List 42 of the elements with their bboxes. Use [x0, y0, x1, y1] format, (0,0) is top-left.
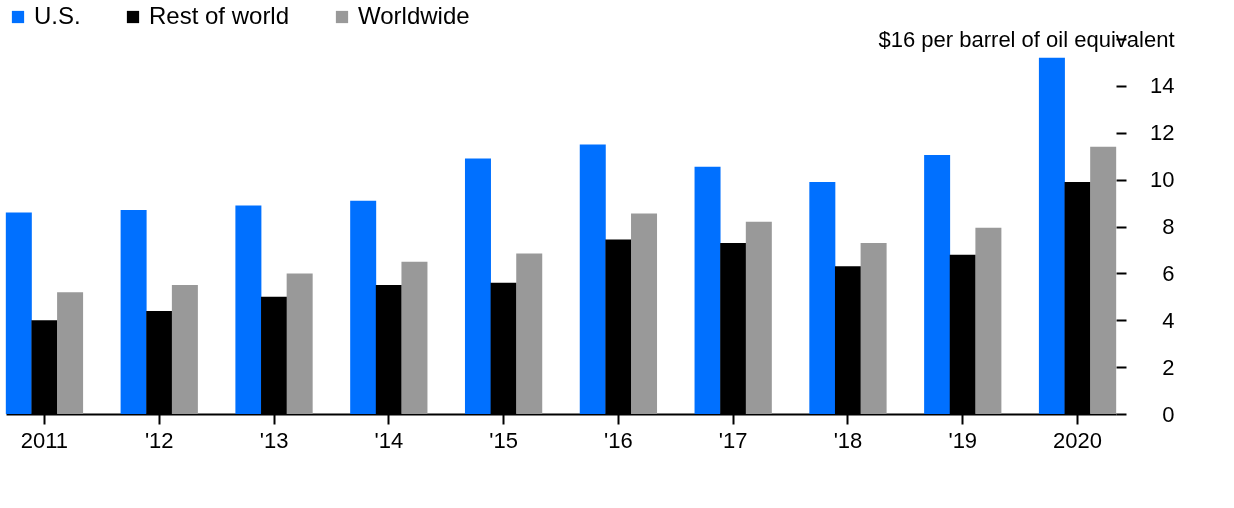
- legend-label: Worldwide: [358, 2, 470, 29]
- bar: [464, 158, 491, 414]
- legend-label: U.S.: [34, 2, 81, 29]
- x-tick-label: '18: [833, 427, 863, 453]
- bar: [286, 273, 313, 414]
- x-tick-label: '13: [259, 427, 289, 453]
- x-tick-label: '12: [144, 427, 174, 453]
- bar: [57, 292, 84, 414]
- y-tick-label: 14: [1150, 73, 1175, 99]
- x-tick-label: 2011: [20, 427, 69, 453]
- bar: [120, 210, 147, 414]
- y-tick-label: 8: [1162, 214, 1175, 239]
- bar: [975, 227, 1002, 414]
- bar: [809, 181, 836, 414]
- bar: [401, 261, 428, 414]
- y-tick-label: 12: [1150, 120, 1175, 146]
- bar: [516, 253, 543, 414]
- x-tick-label: '16: [604, 427, 633, 453]
- bar: [171, 285, 198, 414]
- bar: [745, 221, 772, 414]
- x-tick-label: '15: [489, 427, 518, 453]
- x-tick-label: '19: [948, 427, 978, 453]
- bar: [860, 242, 887, 414]
- bar: [924, 155, 951, 414]
- y-tick-label: 0: [1162, 401, 1175, 427]
- bar: [235, 205, 262, 414]
- y-tick-label: 10: [1150, 167, 1175, 193]
- x-tick-label: '17: [718, 427, 748, 453]
- y-tick-label: 6: [1162, 260, 1175, 286]
- bar: [631, 213, 658, 414]
- bar: [694, 166, 721, 414]
- bar: [1090, 146, 1117, 414]
- bar: [350, 200, 377, 414]
- x-tick-label: '14: [374, 427, 404, 453]
- legend-label: Rest of world: [149, 2, 290, 29]
- bar: [1038, 57, 1065, 414]
- bar: [5, 212, 32, 414]
- y-tick-label: 4: [1162, 307, 1175, 333]
- y-tick-label: $16 per barrel of oil equivalent: [878, 26, 1175, 52]
- bar: [579, 144, 606, 414]
- y-tick-label: 2: [1162, 354, 1175, 380]
- x-tick-label: 2020: [1053, 427, 1103, 453]
